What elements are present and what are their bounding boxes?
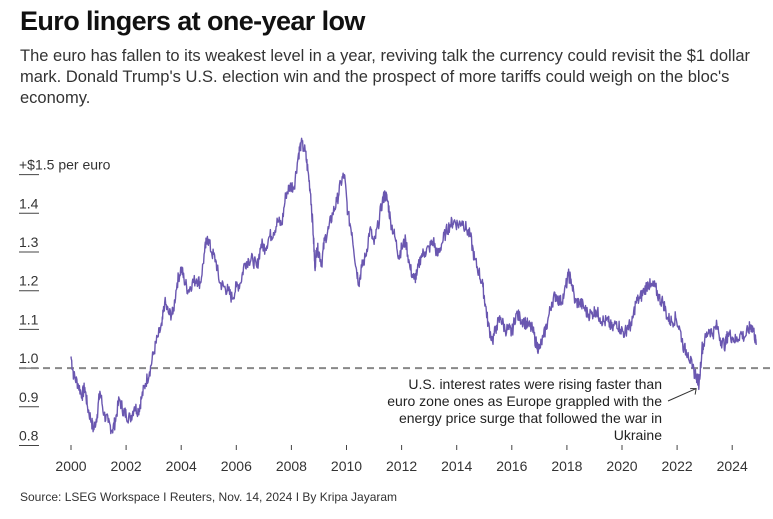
annotation-text-line: energy price surge that followed the war… xyxy=(399,410,662,426)
x-tick-label: 2014 xyxy=(441,458,472,474)
y-tick-label: 0.8 xyxy=(19,428,39,444)
annotation-text-line: Ukraine xyxy=(614,427,662,443)
x-axis: 2000 2002 2004 2006 2008 2010 2012 2014 2016 2018… xyxy=(55,445,748,474)
y-tick-label: +$1.5 per euro xyxy=(19,157,111,173)
x-tick-label: 2012 xyxy=(386,458,417,474)
x-tick-label: 2008 xyxy=(276,458,307,474)
x-tick-label: 2004 xyxy=(166,458,197,474)
y-tick-label: 1.1 xyxy=(19,311,39,327)
x-tick-label: 2024 xyxy=(717,458,748,474)
annotation: U.S. interest rates were rising faster t… xyxy=(387,376,697,443)
y-tick-label: 1.3 xyxy=(19,234,39,250)
eurusd-series-line xyxy=(70,137,757,435)
chart-subtitle: The euro has fallen to its weakest level… xyxy=(20,47,751,107)
x-tick-label: 2010 xyxy=(331,458,362,474)
y-axis: 0.8 0.9 1.0 1.1 1.2 1.3 1.4 +$1.5 per euro xyxy=(19,157,111,446)
x-tick-label: 2000 xyxy=(55,458,86,474)
x-tick-label: 2002 xyxy=(111,458,142,474)
x-tick-label: 2016 xyxy=(496,458,527,474)
y-tick-label: 1.2 xyxy=(19,273,39,289)
chart-title: Euro lingers at one-year low xyxy=(20,6,365,36)
x-tick-label: 2018 xyxy=(551,458,582,474)
y-tick-label: 1.0 xyxy=(19,350,39,366)
annotation-text-line: U.S. interest rates were rising faster t… xyxy=(408,376,662,392)
y-tick-label: 1.4 xyxy=(19,195,39,211)
annotation-arrowhead xyxy=(690,388,697,395)
annotation-text-line: euro zone ones as Europe grappled with t… xyxy=(387,393,662,409)
x-tick-label: 2006 xyxy=(221,458,252,474)
annotation-arrow-line xyxy=(667,388,697,402)
source-note: Source: LSEG Workspace I Reuters, Nov. 1… xyxy=(20,490,398,504)
x-tick-label: 2022 xyxy=(662,458,693,474)
x-tick-label: 2020 xyxy=(606,458,637,474)
y-tick-label: 0.9 xyxy=(19,389,39,405)
